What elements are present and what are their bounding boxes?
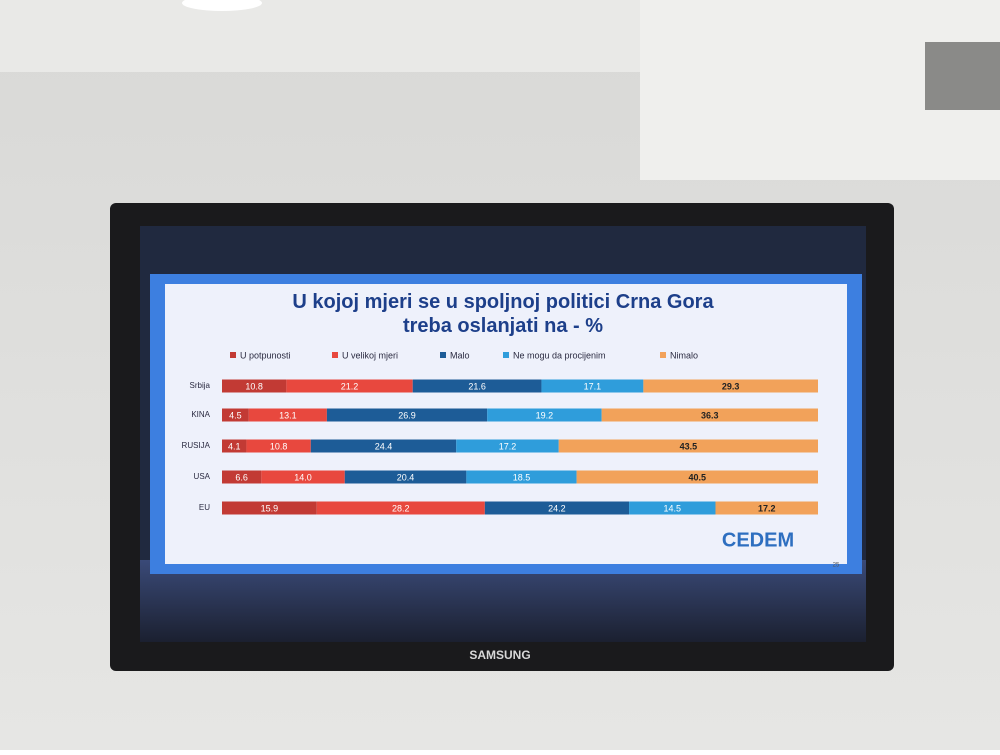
value-label: 36.3 — [701, 410, 719, 420]
value-label: 18.5 — [513, 472, 531, 482]
legend-swatch — [660, 352, 666, 358]
value-label: 40.5 — [689, 472, 707, 482]
bar-segment — [344, 470, 467, 484]
value-label: 24.2 — [548, 503, 566, 513]
bar-segment — [412, 379, 542, 393]
value-label: 4.5 — [229, 410, 242, 420]
slide — [165, 284, 847, 564]
tv-brand: SAMSUNG — [469, 648, 530, 662]
bar-segment — [601, 408, 818, 422]
bar-segment — [558, 439, 818, 453]
legend-swatch — [503, 352, 509, 358]
bar-segment — [643, 379, 818, 393]
value-label: 19.2 — [536, 410, 554, 420]
bar-segment — [456, 439, 559, 453]
bar-segment — [261, 470, 345, 484]
bar-segment — [286, 379, 413, 393]
vent — [925, 42, 1000, 110]
chart: U kojoj mjeri se u spoljnoj politici Crn… — [182, 291, 840, 568]
value-label: 28.2 — [392, 503, 410, 513]
logo: CEDEM — [722, 529, 794, 551]
value-label: 24.4 — [375, 441, 393, 451]
legend-label: U velikoj mjeri — [342, 350, 398, 360]
value-label: 6.6 — [235, 472, 248, 482]
bar-segment — [629, 501, 716, 515]
legend-label: Malo — [450, 350, 470, 360]
value-label: 21.6 — [468, 381, 486, 391]
bar-segment — [248, 408, 327, 422]
value-label: 10.8 — [245, 381, 263, 391]
legend-label: Nimalo — [670, 350, 698, 360]
bar-segment — [541, 379, 644, 393]
bar-segment — [466, 470, 577, 484]
legend-swatch — [332, 352, 338, 358]
bar-segment — [222, 408, 249, 422]
category-label: USA — [194, 472, 211, 481]
chart-title: U kojoj mjeri se u spoljnoj politici Crn… — [292, 291, 714, 337]
bar-segment — [576, 470, 818, 484]
ceiling-light — [182, 0, 262, 11]
value-label: 14.0 — [294, 472, 312, 482]
value-label: 21.2 — [341, 381, 359, 391]
category-label: Srbija — [190, 381, 211, 390]
bar-segment — [222, 439, 247, 453]
value-label: 13.1 — [279, 410, 297, 420]
value-label: 10.8 — [270, 441, 288, 451]
value-label: 17.1 — [584, 381, 602, 391]
category-label: RUSIJA — [182, 441, 211, 450]
bar-segment — [310, 439, 457, 453]
bar-segment — [222, 379, 287, 393]
ceiling — [0, 0, 640, 72]
value-label: 15.9 — [261, 503, 279, 513]
bar-segment — [246, 439, 311, 453]
value-label: 43.5 — [680, 441, 698, 451]
value-label: 14.5 — [664, 503, 682, 513]
legend-swatch — [440, 352, 446, 358]
bar-segment — [316, 501, 485, 515]
bar-segment — [484, 501, 630, 515]
bar-segment — [326, 408, 488, 422]
value-label: 17.2 — [758, 503, 776, 513]
value-label: 26.9 — [398, 410, 416, 420]
page-number: 25 — [833, 563, 840, 569]
legend-label: Ne mogu da procijenim — [513, 350, 606, 360]
bar-segment — [487, 408, 602, 422]
value-label: 4.1 — [228, 441, 241, 451]
value-label: 29.3 — [722, 381, 740, 391]
legend-label: U potpunosti — [240, 350, 291, 360]
legend-swatch — [230, 352, 236, 358]
category-label: KINA — [191, 410, 210, 419]
value-label: 17.2 — [499, 441, 517, 451]
bar-segment — [222, 470, 262, 484]
bar-segment — [715, 501, 818, 515]
bar-segment — [222, 501, 317, 515]
category-label: EU — [199, 503, 210, 512]
value-label: 20.4 — [397, 472, 415, 482]
